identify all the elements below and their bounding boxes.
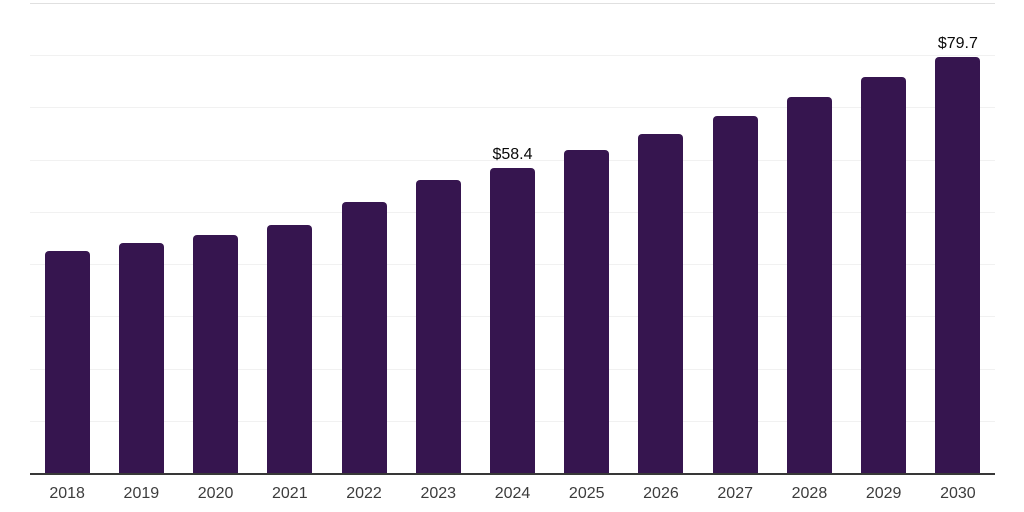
x-tick-label-2027: 2027 <box>717 485 753 502</box>
data-label-2024: $58.4 <box>492 146 533 164</box>
bar-2018 <box>44 251 90 473</box>
bar-2028 <box>786 97 832 473</box>
x-tick-label-2023: 2023 <box>420 485 457 502</box>
x-tick-label-2030: 2030 <box>940 485 976 502</box>
bar-2021 <box>267 224 313 473</box>
bar-2027 <box>712 115 758 473</box>
x-tick-label-2028: 2028 <box>791 485 828 502</box>
x-axis-line <box>30 473 995 475</box>
data-label-2030: $79.7 <box>937 34 978 52</box>
bar-2029 <box>861 77 907 473</box>
gridline <box>30 159 995 161</box>
x-tick-label-2021: 2021 <box>272 485 308 502</box>
x-tick-label-2018: 2018 <box>49 485 85 502</box>
bar-2026 <box>638 134 684 473</box>
x-tick-label-2020: 2020 <box>197 485 234 502</box>
bar-2020 <box>193 234 239 473</box>
x-tick-label-2026: 2026 <box>643 485 679 502</box>
gridline <box>30 107 995 109</box>
x-tick-label-2029: 2029 <box>865 485 902 502</box>
x-tick-label-2024: 2024 <box>494 485 531 502</box>
gridline <box>30 55 995 57</box>
x-tick-label-2019: 2019 <box>123 485 160 502</box>
gridline <box>30 3 995 4</box>
bar-2030 <box>935 56 981 473</box>
bar-2019 <box>118 243 164 473</box>
bar-2025 <box>564 149 610 473</box>
plot-area <box>30 3 995 475</box>
bar-2023 <box>415 180 461 473</box>
x-tick-label-2022: 2022 <box>346 485 382 502</box>
bar-2022 <box>341 201 387 473</box>
x-tick-label-2025: 2025 <box>568 485 605 502</box>
bar-2024 <box>490 168 535 473</box>
